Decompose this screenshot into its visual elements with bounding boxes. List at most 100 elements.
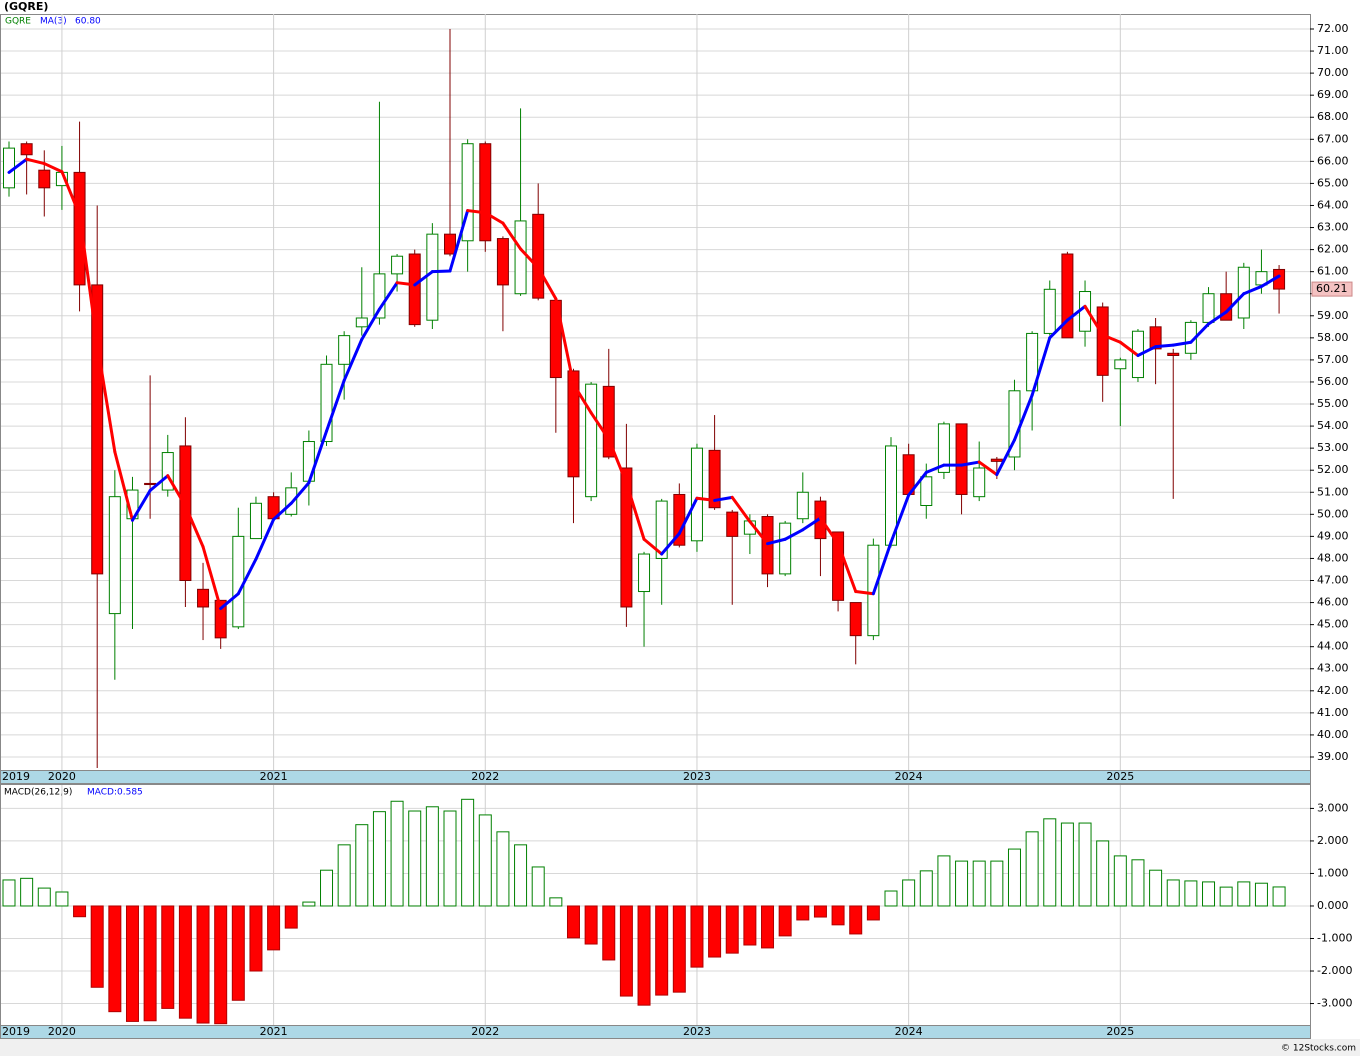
ma-segment <box>1065 304 1087 322</box>
ma-segment <box>907 470 928 497</box>
y-tick-label: 46.00 <box>1317 596 1349 609</box>
macd-bar <box>690 905 704 968</box>
y-tick-label: 48.00 <box>1317 551 1349 564</box>
y-tick-label: 41.00 <box>1317 706 1349 719</box>
ma-segment <box>624 481 646 541</box>
candle-body <box>338 335 351 365</box>
candle-body <box>937 423 950 473</box>
last-price-box <box>1311 281 1353 297</box>
x-tick-label: 2019 <box>2 770 30 783</box>
date-band <box>0 770 1311 784</box>
y-tick-label: 2.000 <box>1317 834 1349 847</box>
ma-segment <box>113 450 134 522</box>
candle-body <box>444 233 456 255</box>
legend-value: MACD:0.585 <box>87 788 143 798</box>
ma-segment <box>1242 284 1263 296</box>
ma-segment <box>201 545 223 611</box>
candle-body <box>849 602 862 637</box>
candle-body <box>214 599 227 639</box>
ma-segment <box>1259 274 1281 288</box>
y-tick-label: 71.00 <box>1317 44 1349 57</box>
macd-bar <box>813 905 827 918</box>
macd-bar <box>990 860 1004 907</box>
ma-segment <box>1030 336 1052 397</box>
macd-bar <box>125 905 139 1022</box>
x-tick-label: 2023 <box>683 770 711 783</box>
candle-body <box>197 588 210 608</box>
candle-body <box>602 385 615 458</box>
ma-segment <box>783 528 805 541</box>
ma-segment <box>95 342 117 454</box>
y-tick-label: 58.00 <box>1317 331 1349 344</box>
ma-segment <box>219 592 240 611</box>
x-tick-label: 2021 <box>260 770 288 783</box>
macd-bar <box>725 905 739 954</box>
candle-body <box>479 143 492 242</box>
macd-bar <box>337 844 351 907</box>
ma-segment <box>377 281 399 311</box>
ma-segment <box>272 501 293 521</box>
ma-segment <box>748 520 770 546</box>
ma-segment <box>413 270 434 287</box>
macd-bar <box>196 905 210 1024</box>
ma-segment <box>183 504 205 549</box>
y-tick-label: 45.00 <box>1317 618 1349 631</box>
ma-segment <box>1118 340 1140 357</box>
macd-bar <box>161 905 175 1009</box>
macd-bar <box>1007 848 1021 907</box>
macd-bar <box>55 891 69 907</box>
ma-segment <box>289 481 311 505</box>
macd-bar <box>955 860 969 907</box>
ma-segment <box>1083 304 1105 337</box>
x-tick-label: 2022 <box>471 1025 499 1038</box>
macd-bar <box>584 905 598 945</box>
ma-segment <box>325 378 346 433</box>
macd-bar <box>90 905 104 988</box>
ma-segment <box>871 540 893 596</box>
ma-segment <box>801 516 822 532</box>
macd-bar <box>178 905 192 1019</box>
macd-bar <box>1060 822 1074 907</box>
candle-body <box>426 233 439 321</box>
candle-body <box>638 553 651 593</box>
candle-body <box>1114 359 1127 370</box>
y-tick-label: -2.000 <box>1317 964 1352 977</box>
ma-segment <box>148 474 170 492</box>
candle-body <box>232 535 245 628</box>
ma-segment <box>1171 340 1193 347</box>
legend-entry: MA(3) <box>40 17 67 27</box>
y-tick-label: 62.00 <box>1317 243 1349 256</box>
macd-bar <box>320 869 334 907</box>
ma-segment <box>395 281 417 287</box>
ma-segment <box>78 213 99 346</box>
date-band <box>0 1025 1311 1039</box>
legend-entry: MACD(26,12,9) <box>4 788 72 798</box>
y-tick-label: 55.00 <box>1317 397 1349 410</box>
candle-body <box>373 273 386 319</box>
macd-bar <box>849 905 863 935</box>
candle-body <box>514 220 527 295</box>
y-tick-label: 53.00 <box>1317 441 1349 454</box>
macd-bar <box>73 905 87 918</box>
macd-bar <box>514 844 528 907</box>
x-tick-label: 2025 <box>1106 770 1134 783</box>
macd-bar <box>549 897 563 907</box>
macd-bar <box>655 905 669 996</box>
ma-segment <box>25 157 46 166</box>
ma-segment <box>1224 292 1246 314</box>
candle-body <box>461 143 474 242</box>
legend-value: 60.80 <box>75 17 101 27</box>
y-tick-label: 44.00 <box>1317 640 1349 653</box>
candle-body <box>690 447 703 542</box>
y-tick-label: 69.00 <box>1317 88 1349 101</box>
macd-bar <box>972 860 986 907</box>
y-tick-label: 61.00 <box>1317 265 1349 278</box>
ma-segment <box>166 474 187 508</box>
candle-body <box>249 502 262 540</box>
y-tick-label: 0.000 <box>1317 899 1349 912</box>
candle-body <box>73 171 86 286</box>
y-tick-label: 1.000 <box>1317 866 1349 879</box>
macd-bar <box>778 905 792 937</box>
y-tick-label: -3.000 <box>1317 997 1352 1010</box>
